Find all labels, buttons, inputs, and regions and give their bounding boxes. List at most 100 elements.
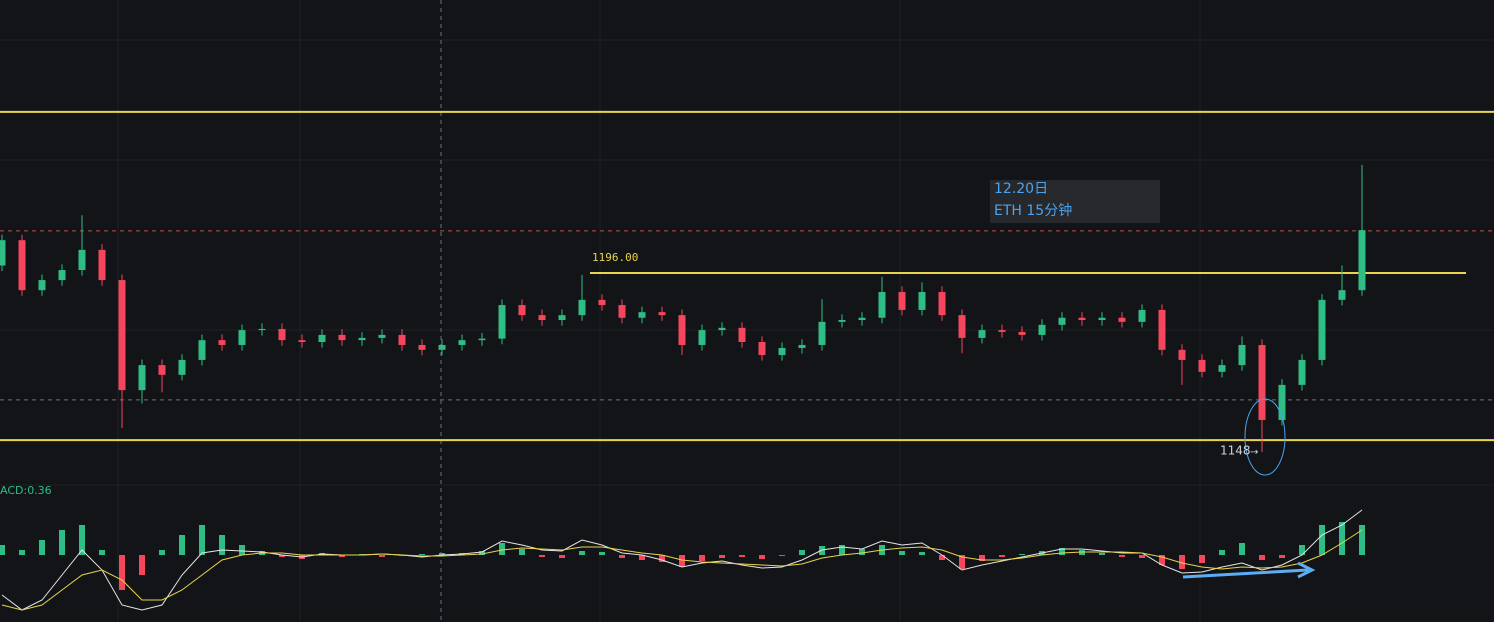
macd-bar bbox=[779, 555, 785, 556]
macd-bar bbox=[99, 550, 105, 555]
candle-body bbox=[418, 344, 426, 350]
macd-bar bbox=[1299, 545, 1305, 555]
macd-bar bbox=[579, 551, 585, 555]
low-label: 1148 bbox=[1220, 444, 1251, 458]
macd-bar bbox=[499, 543, 505, 555]
macd-bar bbox=[719, 555, 725, 558]
candle-body bbox=[98, 249, 106, 281]
candle-body bbox=[938, 292, 946, 316]
macd-bar bbox=[219, 535, 225, 555]
candle-body bbox=[478, 338, 486, 341]
candle-body bbox=[458, 340, 466, 345]
candle-body bbox=[1298, 359, 1306, 385]
candle-body bbox=[1178, 349, 1186, 360]
macd-bar bbox=[79, 525, 85, 555]
candle-body bbox=[1338, 290, 1346, 300]
candle-body bbox=[498, 305, 506, 339]
candle-body bbox=[758, 342, 766, 356]
macd-bar bbox=[1259, 555, 1265, 560]
candle-body bbox=[0, 240, 6, 266]
candle-body bbox=[258, 328, 266, 331]
macd-bar bbox=[419, 554, 425, 555]
candle-body bbox=[1318, 299, 1326, 360]
candle-body bbox=[278, 328, 286, 341]
macd-bar bbox=[999, 555, 1005, 557]
candle-body bbox=[538, 315, 546, 320]
candle-body bbox=[858, 317, 866, 320]
macd-bar bbox=[1139, 555, 1145, 558]
macd-bar bbox=[979, 555, 985, 561]
level-label: 1196.00 bbox=[592, 251, 638, 264]
macd-bar bbox=[799, 550, 805, 555]
candle-body bbox=[738, 327, 746, 343]
candle-body bbox=[918, 292, 926, 310]
candle-body bbox=[298, 340, 306, 343]
candle-body bbox=[838, 320, 846, 322]
macd-bar bbox=[639, 555, 645, 560]
note-date: 12.20日 bbox=[994, 181, 1048, 197]
candle-body bbox=[18, 240, 26, 291]
macd-bar bbox=[139, 555, 145, 575]
candle-body bbox=[578, 299, 586, 316]
macd-bar bbox=[1019, 554, 1025, 555]
macd-bar bbox=[939, 555, 945, 560]
macd-bar bbox=[1179, 555, 1185, 569]
candle-body bbox=[438, 344, 446, 350]
candle-body bbox=[698, 330, 706, 345]
candle-body bbox=[398, 334, 406, 345]
macd-line bbox=[1, 529, 1363, 611]
candle-body bbox=[1218, 365, 1226, 372]
candle-body bbox=[518, 305, 526, 316]
candle-body bbox=[598, 299, 606, 306]
macd-bar bbox=[679, 555, 685, 567]
candle-body bbox=[318, 334, 326, 343]
macd-bar bbox=[1359, 525, 1365, 555]
macd-bar bbox=[379, 555, 385, 557]
candle-body bbox=[638, 312, 646, 318]
candle-body bbox=[198, 340, 206, 360]
macd-bar bbox=[1319, 525, 1325, 555]
candle-body bbox=[1058, 317, 1066, 325]
macd-bar bbox=[39, 540, 45, 555]
macd-bar bbox=[19, 550, 25, 555]
candle-body bbox=[158, 365, 166, 375]
macd-bar bbox=[0, 545, 5, 555]
macd-bar bbox=[1339, 522, 1345, 555]
candle-body bbox=[658, 312, 666, 316]
candle-body bbox=[898, 292, 906, 310]
candle-body bbox=[978, 330, 986, 338]
macd-bar bbox=[339, 555, 345, 557]
highlight-ellipse bbox=[1244, 398, 1286, 476]
macd-bar bbox=[1219, 550, 1225, 555]
macd-bar bbox=[1119, 555, 1125, 557]
note-box bbox=[990, 180, 1160, 223]
low-arrow: → bbox=[1250, 447, 1258, 458]
macd-bar bbox=[1199, 555, 1205, 563]
macd-bar bbox=[279, 555, 285, 557]
candle-body bbox=[378, 334, 386, 338]
macd-bar bbox=[899, 551, 905, 555]
macd-bar bbox=[519, 549, 525, 555]
candle-body bbox=[818, 321, 826, 345]
macd-bar bbox=[659, 555, 665, 562]
candle-body bbox=[1078, 317, 1086, 320]
trend-arrow bbox=[1182, 561, 1316, 579]
macd-bar bbox=[59, 530, 65, 555]
macd-bar bbox=[739, 555, 745, 557]
macd-bar bbox=[559, 555, 565, 558]
candle-body bbox=[1138, 309, 1146, 322]
candle-body bbox=[798, 344, 806, 348]
candle-body bbox=[1098, 317, 1106, 320]
macd-bar bbox=[1159, 555, 1165, 565]
macd-bar bbox=[1059, 548, 1065, 555]
candle-body bbox=[38, 280, 46, 291]
candle-body bbox=[778, 347, 786, 356]
macd-bar bbox=[479, 551, 485, 555]
macd-bar bbox=[159, 550, 165, 555]
macd-bar bbox=[839, 545, 845, 555]
candle-body bbox=[998, 330, 1006, 332]
candle-body bbox=[138, 365, 146, 391]
macd-bar bbox=[239, 545, 245, 555]
macd-bar bbox=[199, 525, 205, 555]
